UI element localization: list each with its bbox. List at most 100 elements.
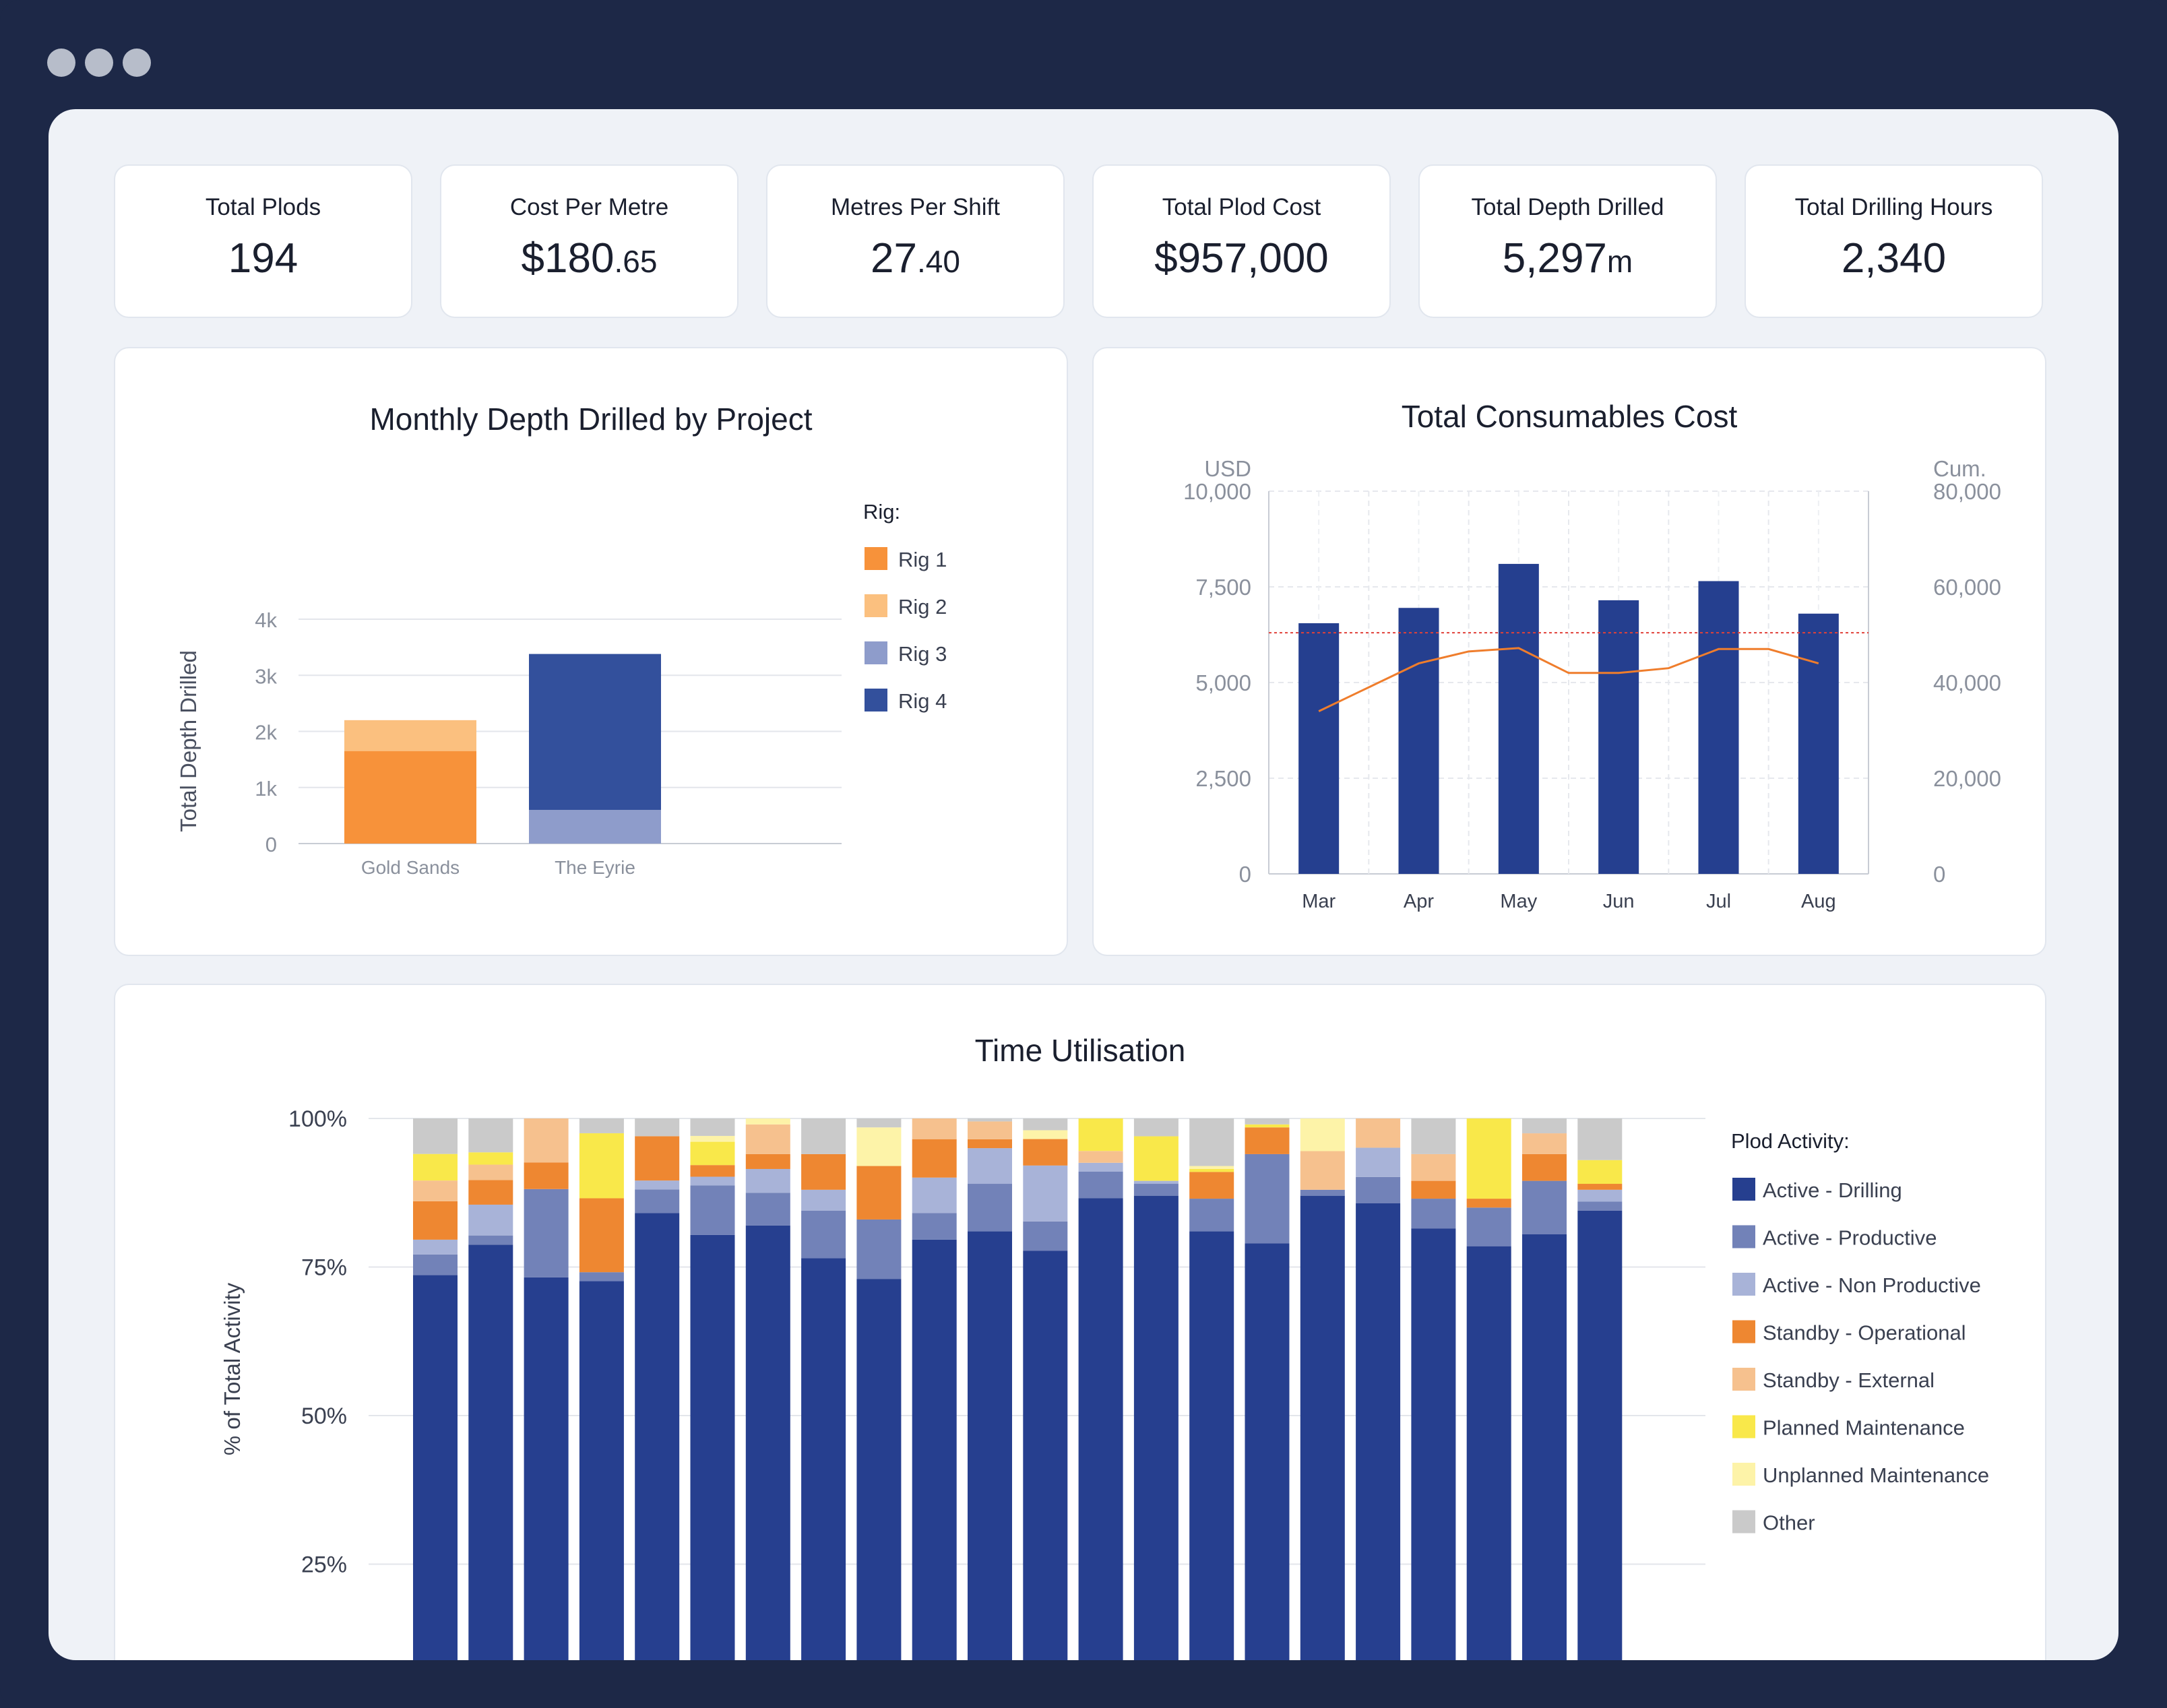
- bar[interactable]: [1798, 613, 1839, 874]
- bar-segment[interactable]: [1133, 1118, 1179, 1137]
- bar-segment[interactable]: [690, 1234, 735, 1660]
- bar-segment[interactable]: [1078, 1162, 1123, 1172]
- bar-segment[interactable]: [745, 1225, 790, 1660]
- bar-segment[interactable]: [801, 1118, 846, 1154]
- bar-segment[interactable]: [1189, 1231, 1234, 1660]
- bar-segment[interactable]: [1245, 1124, 1290, 1128]
- bar-segment-rig-2[interactable]: [344, 720, 476, 751]
- bar-segment[interactable]: [1577, 1210, 1623, 1660]
- bar-segment[interactable]: [1133, 1180, 1179, 1184]
- bar-segment[interactable]: [1023, 1251, 1068, 1660]
- bar-segment[interactable]: [1245, 1118, 1290, 1125]
- bar-segment[interactable]: [856, 1166, 902, 1220]
- bar-segment[interactable]: [745, 1153, 790, 1169]
- bar-segment[interactable]: [468, 1152, 513, 1165]
- bar-segment[interactable]: [1300, 1151, 1345, 1190]
- bar-segment[interactable]: [1577, 1184, 1623, 1190]
- bar-segment[interactable]: [635, 1189, 680, 1213]
- bar-segment[interactable]: [1133, 1184, 1179, 1196]
- bar-segment[interactable]: [968, 1118, 1012, 1122]
- bar-segment[interactable]: [524, 1118, 569, 1163]
- bar-segment[interactable]: [413, 1180, 458, 1201]
- bar-segment-rig-1[interactable]: [344, 751, 476, 844]
- bar-segment[interactable]: [1356, 1176, 1401, 1203]
- bar-segment[interactable]: [968, 1148, 1012, 1184]
- bar-segment[interactable]: [1577, 1118, 1623, 1160]
- bar-segment[interactable]: [968, 1231, 1012, 1660]
- bar-segment[interactable]: [1356, 1147, 1401, 1177]
- bar-segment[interactable]: [1411, 1153, 1456, 1181]
- bar-segment[interactable]: [912, 1118, 957, 1139]
- bar-segment[interactable]: [1189, 1172, 1234, 1199]
- bar-segment[interactable]: [1078, 1198, 1123, 1660]
- bar-segment[interactable]: [1411, 1199, 1456, 1229]
- bar-segment-rig-4[interactable]: [529, 654, 661, 811]
- bar-segment[interactable]: [1466, 1207, 1511, 1246]
- bar-segment[interactable]: [745, 1193, 790, 1226]
- bar-segment[interactable]: [1245, 1243, 1290, 1660]
- bar-segment[interactable]: [413, 1239, 458, 1255]
- bar-segment[interactable]: [912, 1213, 957, 1240]
- bar-segment[interactable]: [635, 1180, 680, 1190]
- bar-segment[interactable]: [1078, 1171, 1123, 1199]
- bar-segment[interactable]: [1411, 1228, 1456, 1660]
- bar-segment[interactable]: [524, 1189, 569, 1277]
- bar-segment[interactable]: [690, 1176, 735, 1186]
- bar-segment[interactable]: [1411, 1180, 1456, 1199]
- bar-segment[interactable]: [856, 1279, 902, 1660]
- bar-segment[interactable]: [635, 1213, 680, 1660]
- bar-segment[interactable]: [1577, 1189, 1623, 1202]
- bar-segment[interactable]: [1300, 1118, 1345, 1151]
- bar-segment[interactable]: [468, 1204, 513, 1236]
- bar-segment[interactable]: [635, 1136, 680, 1181]
- bar-segment[interactable]: [690, 1141, 735, 1166]
- bar-segment[interactable]: [912, 1239, 957, 1660]
- bar-segment[interactable]: [1023, 1221, 1068, 1251]
- bar-segment[interactable]: [413, 1118, 458, 1154]
- bar-segment[interactable]: [968, 1139, 1012, 1149]
- bar-segment[interactable]: [413, 1275, 458, 1660]
- bar-segment[interactable]: [468, 1118, 513, 1153]
- bar-segment[interactable]: [413, 1201, 458, 1240]
- bar-segment[interactable]: [1466, 1199, 1511, 1208]
- bar[interactable]: [1598, 600, 1639, 874]
- bar-segment[interactable]: [1078, 1118, 1123, 1151]
- bar-segment[interactable]: [413, 1153, 458, 1181]
- bar-segment[interactable]: [1245, 1127, 1290, 1154]
- bar-segment[interactable]: [1300, 1189, 1345, 1196]
- bar-segment[interactable]: [801, 1189, 846, 1211]
- bar[interactable]: [1398, 608, 1439, 874]
- bar-segment[interactable]: [579, 1198, 624, 1273]
- bar-segment[interactable]: [690, 1135, 735, 1142]
- bar-segment[interactable]: [468, 1235, 513, 1245]
- bar-segment[interactable]: [1189, 1199, 1234, 1232]
- bar-segment[interactable]: [1522, 1133, 1567, 1154]
- bar-segment[interactable]: [1356, 1203, 1401, 1660]
- bar-segment[interactable]: [912, 1139, 957, 1178]
- bar-segment[interactable]: [1189, 1118, 1234, 1166]
- bar[interactable]: [1298, 623, 1340, 874]
- bar-segment[interactable]: [1078, 1151, 1123, 1163]
- bar-segment[interactable]: [1522, 1153, 1567, 1181]
- bar-segment[interactable]: [690, 1185, 735, 1235]
- bar-segment[interactable]: [579, 1133, 624, 1199]
- bar-segment[interactable]: [856, 1219, 902, 1279]
- bar-segment[interactable]: [745, 1168, 790, 1193]
- bar-segment[interactable]: [1189, 1168, 1234, 1172]
- bar-segment[interactable]: [1133, 1195, 1179, 1660]
- bar-segment[interactable]: [1023, 1118, 1068, 1131]
- bar-segment[interactable]: [801, 1153, 846, 1190]
- bar-segment[interactable]: [413, 1254, 458, 1275]
- bar-segment[interactable]: [690, 1118, 735, 1136]
- bar-segment[interactable]: [1522, 1234, 1567, 1660]
- bar-segment[interactable]: [745, 1118, 790, 1125]
- bar-segment[interactable]: [524, 1162, 569, 1189]
- bar-segment[interactable]: [468, 1180, 513, 1205]
- bar-segment[interactable]: [635, 1118, 680, 1137]
- bar-segment[interactable]: [856, 1118, 902, 1128]
- bar-segment[interactable]: [579, 1272, 624, 1282]
- bar-segment[interactable]: [1023, 1165, 1068, 1222]
- bar-segment[interactable]: [524, 1277, 569, 1660]
- window-dot-icon[interactable]: [85, 49, 113, 77]
- bar[interactable]: [1498, 563, 1539, 874]
